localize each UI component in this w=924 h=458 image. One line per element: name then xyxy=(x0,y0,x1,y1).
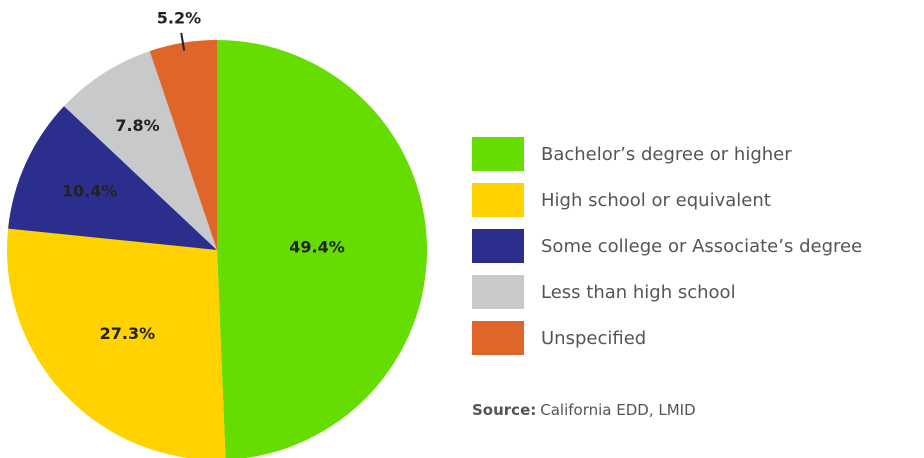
value-label: 27.3% xyxy=(100,324,156,343)
pie-slice xyxy=(217,40,427,458)
source-text: California EDD, LMID xyxy=(540,401,695,419)
leader-line xyxy=(180,32,186,51)
legend-swatch xyxy=(472,321,524,355)
value-label: 7.8% xyxy=(115,116,159,135)
legend-label: Some college or Associate’s degree xyxy=(541,236,862,257)
pie-slice xyxy=(7,228,226,458)
legend-label: Bachelor’s degree or higher xyxy=(541,144,792,165)
legend-swatch xyxy=(472,137,524,171)
legend-label: Unspecified xyxy=(541,328,646,349)
pie-slice xyxy=(64,51,218,250)
legend-swatch xyxy=(472,183,524,217)
pie-slice xyxy=(8,106,218,250)
value-label: 49.4% xyxy=(289,237,345,256)
legend-swatch xyxy=(472,275,524,309)
value-label: 10.4% xyxy=(62,181,118,200)
pie-slice xyxy=(149,40,217,250)
source: Source: California EDD, LMID xyxy=(472,401,696,419)
value-label: 5.2% xyxy=(157,9,201,28)
legend-label: Less than high school xyxy=(541,282,736,303)
source-label: Source: xyxy=(472,401,536,419)
legend-swatch xyxy=(472,229,524,263)
legend-label: High school or equivalent xyxy=(541,190,771,211)
